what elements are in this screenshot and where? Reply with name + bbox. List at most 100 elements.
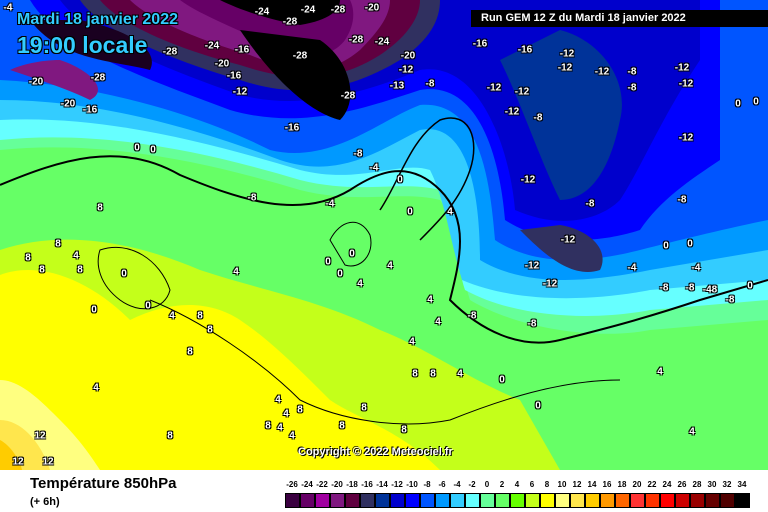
temperature-label: 8 — [207, 324, 213, 336]
temperature-label: -24 — [254, 6, 270, 18]
temperature-label: 4 — [447, 206, 453, 218]
temperature-label: -4 — [369, 162, 379, 174]
legend-swatch — [390, 493, 405, 508]
temperature-label: -4 — [325, 198, 335, 210]
temperature-label: -20 — [28, 76, 44, 88]
temperature-label: -12 — [542, 278, 558, 290]
legend-tick-label: -22 — [316, 480, 328, 489]
temperature-label: 8 — [55, 238, 61, 250]
temperature-label: 4 — [277, 422, 283, 434]
temperature-label: 4 — [427, 294, 433, 306]
legend-swatch — [510, 493, 525, 508]
temperature-label: 8 — [401, 424, 407, 436]
temperature-label: 12 — [12, 456, 24, 468]
temperature-label: -8 — [725, 294, 735, 306]
temperature-label: -8 — [659, 282, 669, 294]
temperature-label: 4 — [169, 310, 175, 322]
temperature-label: 0 — [687, 238, 693, 250]
legend-tick-label: 0 — [484, 480, 490, 489]
temperature-label: 0 — [325, 256, 331, 268]
legend-tick-label: -14 — [376, 480, 388, 489]
legend-tick-label: 8 — [544, 480, 550, 489]
legend-tick-label: -2 — [468, 480, 476, 489]
legend-tick-label: -24 — [301, 480, 313, 489]
legend-tick-label: 18 — [617, 480, 627, 489]
temperature-label: -20 — [60, 98, 76, 110]
legend-tick-label: -10 — [406, 480, 418, 489]
zone-minus26 — [240, 30, 351, 120]
legend-tick-label: 24 — [662, 480, 672, 489]
zone-minus14b — [520, 225, 603, 272]
temperature-label: 0 — [121, 268, 127, 280]
temperature-label: -12 — [560, 234, 576, 246]
legend-tick-label: 14 — [587, 480, 597, 489]
temperature-map — [0, 0, 768, 470]
temperature-label: 8 — [430, 368, 436, 380]
legend-tick-label: 34 — [737, 480, 747, 489]
legend-tick-label: 6 — [529, 480, 535, 489]
legend-swatch — [735, 493, 750, 508]
legend-swatch — [405, 493, 420, 508]
legend-swatch — [630, 493, 645, 508]
temperature-label: 8 — [77, 264, 83, 276]
legend-tick-label: -20 — [331, 480, 343, 489]
legend-swatch — [570, 493, 585, 508]
temperature-label: 0 — [349, 248, 355, 260]
legend-tick-label: 32 — [722, 480, 732, 489]
legend-swatch — [495, 493, 510, 508]
model-run-banner: Run GEM 12 Z du Mardi 18 janvier 2022 — [471, 10, 768, 27]
coastline-british-isles — [329, 221, 372, 267]
temperature-label: 4 — [387, 260, 393, 272]
temperature-label: -24 — [374, 36, 390, 48]
legend-swatch — [615, 493, 630, 508]
temperature-label: 0 — [397, 174, 403, 186]
temperature-label: 4 — [73, 250, 79, 262]
temperature-label: -4 — [691, 262, 701, 274]
zone-minus20 — [10, 60, 99, 100]
legend-swatch — [300, 493, 315, 508]
temperature-label: 0 — [145, 300, 151, 312]
temperature-label: -16 — [517, 44, 533, 56]
legend-tick-label: -6 — [438, 480, 446, 489]
temperature-label: 4 — [657, 366, 663, 378]
legend-tick-label: 4 — [514, 480, 520, 489]
temperature-label: -20 — [400, 50, 416, 62]
legend-tick-label: 10 — [557, 480, 567, 489]
coastline-scandinavia — [379, 117, 475, 241]
temperature-label: -12 — [524, 260, 540, 272]
legend-tick-label: 30 — [707, 480, 717, 489]
temperature-label: 4 — [409, 336, 415, 348]
legend-swatch — [540, 493, 555, 508]
forecast-time: 19:00 locale — [17, 32, 148, 58]
temperature-label: -28 — [162, 46, 178, 58]
legend-swatch — [675, 493, 690, 508]
temperature-label: 8 — [265, 420, 271, 432]
legend-tick-label: 26 — [677, 480, 687, 489]
temperature-label: -8 — [533, 112, 543, 124]
coastline-mediterranean — [149, 299, 621, 425]
forecast-date: Mardi 18 janvier 2022 — [17, 11, 178, 28]
legend-swatch — [705, 493, 720, 508]
legend-tick-label: 28 — [692, 480, 702, 489]
forecast-step: (+ 6h) — [30, 496, 60, 508]
temperature-label: -8 — [353, 148, 363, 160]
temperature-label: 0 — [747, 280, 753, 292]
temperature-label: 0 — [91, 304, 97, 316]
legend-tick-label: -18 — [346, 480, 358, 489]
temperature-label: -16 — [284, 122, 300, 134]
temperature-label: -8 — [247, 192, 257, 204]
legend-swatch — [645, 493, 660, 508]
temperature-label: 0 — [407, 206, 413, 218]
legend-swatch — [660, 493, 675, 508]
legend-swatch — [690, 493, 705, 508]
temperature-label: 0 — [134, 142, 140, 154]
temperature-label: -13 — [389, 80, 405, 92]
temperature-label: 0 — [735, 98, 741, 110]
temperature-label: 8 — [167, 430, 173, 442]
zone-plus14 — [0, 440, 22, 470]
legend-tick-label: -4 — [453, 480, 461, 489]
temperature-label: -8 — [467, 310, 477, 322]
legend-tick-label: -12 — [391, 480, 403, 489]
temperature-label: 4 — [275, 394, 281, 406]
legend-swatch — [600, 493, 615, 508]
